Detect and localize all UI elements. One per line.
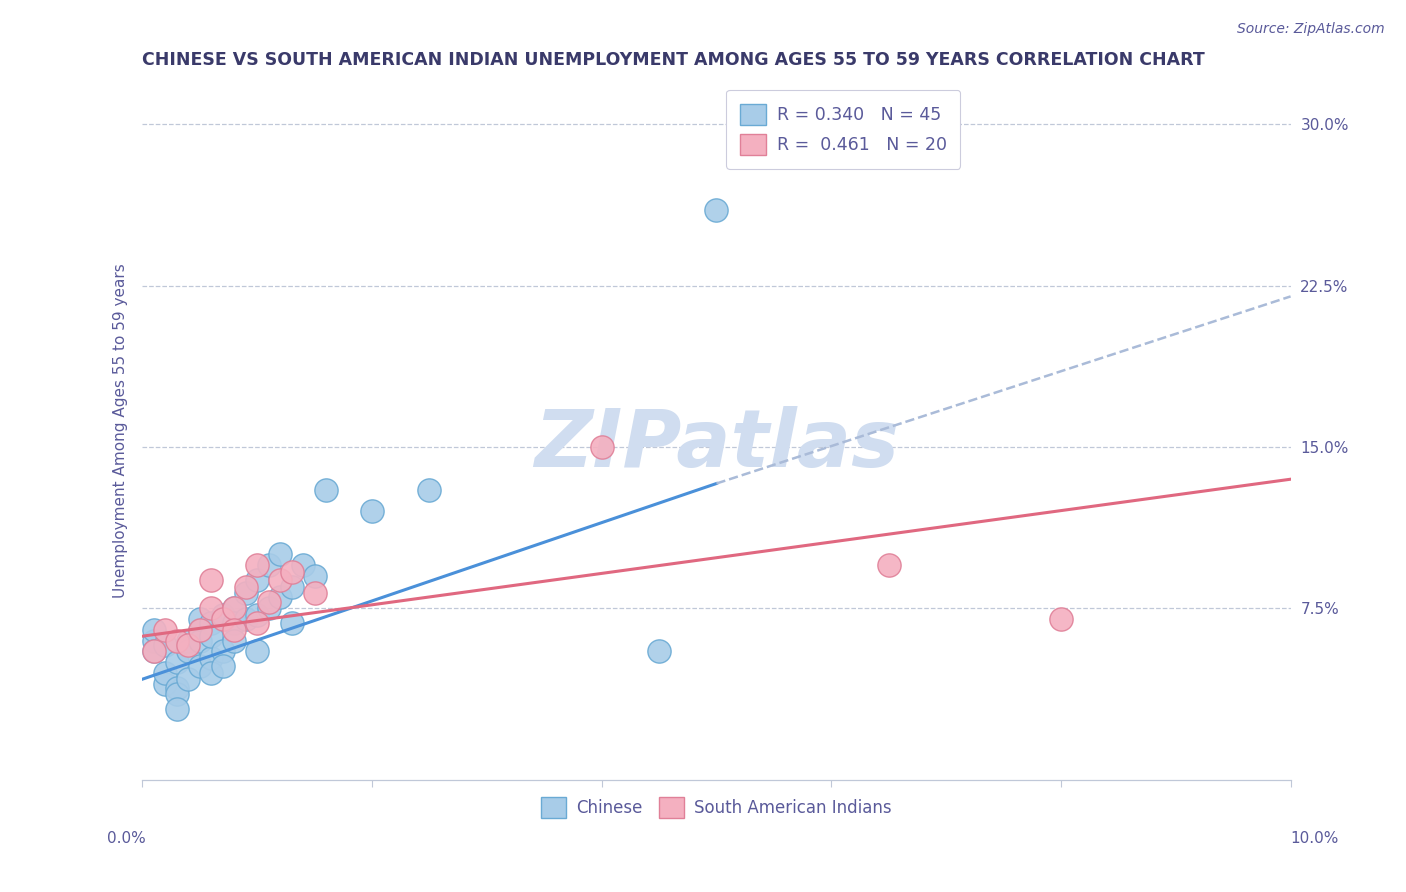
Point (257, 558, 280, 573)
Point (188, 623, 211, 637)
Point (224, 633, 246, 648)
Point (246, 644, 269, 658)
Point (257, 601, 280, 615)
Point (142, 633, 165, 648)
Point (211, 644, 233, 658)
Point (166, 633, 188, 648)
Point (200, 601, 222, 615)
Point (269, 548, 291, 562)
Point (246, 574, 269, 588)
Point (166, 681, 188, 695)
Text: 10.0%: 10.0% (1291, 831, 1339, 846)
Point (200, 650, 222, 665)
Legend: Chinese, South American Indians: Chinese, South American Indians (534, 790, 898, 824)
Point (269, 591, 291, 605)
Text: CHINESE VS SOUTH AMERICAN INDIAN UNEMPLOYMENT AMONG AGES 55 TO 59 YEARS CORRELAT: CHINESE VS SOUTH AMERICAN INDIAN UNEMPLO… (142, 51, 1205, 69)
Point (269, 574, 291, 588)
Point (235, 586, 257, 600)
Point (224, 601, 246, 615)
Point (235, 612, 257, 626)
Point (166, 655, 188, 669)
Point (418, 483, 440, 497)
Point (200, 629, 222, 643)
Point (142, 644, 165, 658)
Point (304, 586, 326, 600)
Point (877, 558, 900, 573)
Point (211, 659, 233, 673)
Point (166, 702, 188, 716)
Point (280, 565, 302, 579)
Point (177, 672, 200, 686)
Point (246, 607, 269, 622)
Point (188, 659, 211, 673)
Point (177, 638, 200, 652)
Point (177, 644, 200, 658)
Point (200, 665, 222, 680)
Point (155, 665, 177, 680)
Point (142, 623, 165, 637)
Point (1050, 612, 1073, 626)
Point (166, 687, 188, 701)
Point (188, 633, 211, 648)
Text: Source: ZipAtlas.com: Source: ZipAtlas.com (1237, 22, 1385, 37)
Point (280, 580, 302, 594)
Point (224, 616, 246, 631)
Y-axis label: Unemployment Among Ages 55 to 59 years: Unemployment Among Ages 55 to 59 years (114, 263, 128, 599)
Point (188, 623, 211, 637)
Point (246, 558, 269, 573)
Point (315, 483, 337, 497)
Point (591, 440, 613, 454)
Point (246, 616, 269, 631)
Point (200, 574, 222, 588)
Point (155, 638, 177, 652)
Text: ZIPatlas: ZIPatlas (534, 406, 898, 483)
Point (211, 607, 233, 622)
Point (142, 644, 165, 658)
Point (155, 676, 177, 690)
Point (188, 612, 211, 626)
Point (155, 623, 177, 637)
Point (200, 616, 222, 631)
Point (177, 633, 200, 648)
Point (257, 595, 280, 609)
Point (224, 601, 246, 615)
Point (648, 644, 671, 658)
Point (235, 580, 257, 594)
Point (292, 558, 315, 573)
Point (304, 569, 326, 583)
Text: 0.0%: 0.0% (107, 831, 146, 846)
Point (280, 616, 302, 631)
Point (224, 623, 246, 637)
Point (361, 504, 384, 518)
Point (706, 203, 728, 218)
Point (211, 612, 233, 626)
